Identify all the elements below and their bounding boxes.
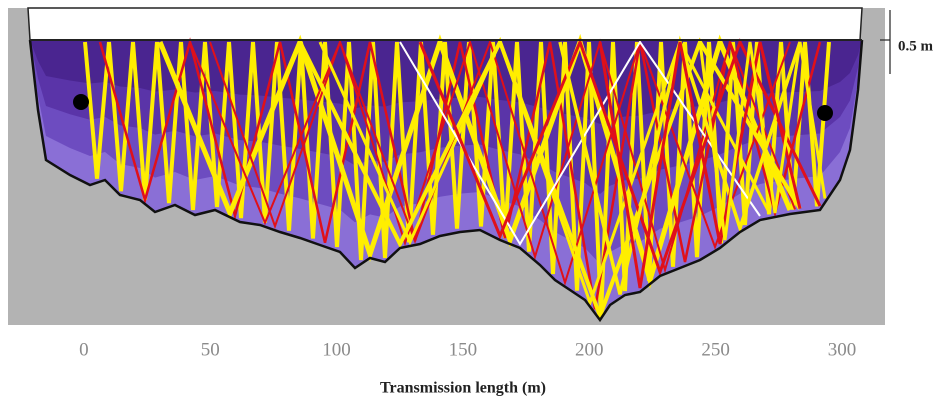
x-tick-label: 100 — [322, 339, 351, 360]
ray — [698, 41, 827, 241]
ray — [598, 41, 802, 289]
river-bed — [28, 39, 864, 323]
x-tick-label: 50 — [201, 339, 220, 360]
ray-paths — [83, 33, 831, 322]
x-tick-label: 300 — [828, 339, 857, 360]
transducer — [817, 105, 833, 121]
ray — [157, 33, 793, 289]
x-tick-label: 0 — [79, 339, 89, 360]
x-axis-label: Transmission length (m) — [380, 380, 546, 397]
x-tick-label: 250 — [701, 339, 730, 360]
x-tick-label: 150 — [449, 339, 478, 360]
ray — [98, 37, 822, 310]
transducer — [73, 94, 89, 110]
scale-label: 0.5 m — [898, 38, 934, 54]
ray — [318, 37, 772, 308]
x-tick-label: 200 — [575, 339, 604, 360]
ray — [83, 41, 831, 315]
air-gap — [27, 7, 863, 41]
ray — [399, 40, 761, 246]
ray — [209, 38, 796, 274]
ray — [298, 36, 802, 322]
